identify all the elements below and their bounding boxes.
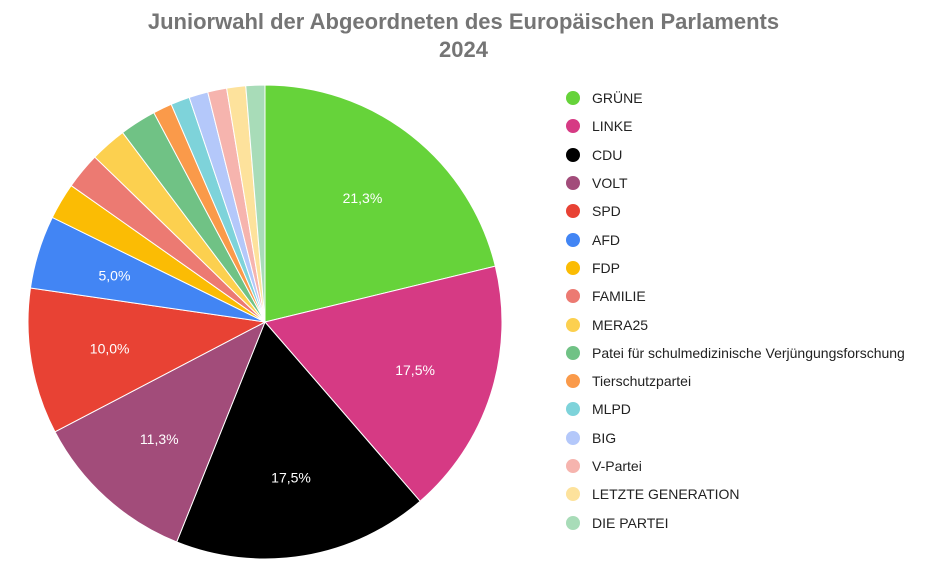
legend-label-gruene: GRÜNE: [592, 90, 643, 107]
legend-item-afd: AFD: [566, 225, 905, 253]
legend-swatch-mera25: [566, 317, 580, 332]
data-label-cdu: 17,5%: [271, 469, 311, 485]
pie-chart: 21,3% 17,5% 17,5% 11,3% 10,0% 5,0%: [27, 84, 503, 560]
legend-swatch-gruene: [566, 91, 580, 106]
legend-swatch-tierschutzpartei: [566, 374, 580, 389]
legend-label-spd: SPD: [592, 203, 621, 220]
legend-item-patei-fuer-schulmedizinische-verjuengungsforschung: Patei für schulmedizinische Verjüngungsf…: [566, 339, 905, 367]
pie-slice-spd: [27, 287, 267, 433]
legend-label-afd: AFD: [592, 231, 620, 248]
chart-title-line-1: Juniorwahl der Abgeordneten des Europäis…: [147, 9, 780, 34]
pie-slice-linke: [264, 265, 503, 502]
pie-slice-volt: [54, 320, 266, 543]
pie-slice-cdu: [176, 321, 421, 560]
legend-label-big: BIG: [592, 429, 617, 446]
legend-item-die-partei: DIE PARTEI: [566, 508, 905, 536]
legend-item-cdu: CDU: [566, 141, 905, 169]
legend-item-fdp: FDP: [566, 254, 905, 282]
legend-item-tierschutzpartei: Tierschutzpartei: [566, 367, 905, 395]
legend-label-mera25: MERA25: [592, 316, 649, 333]
legend-label-linke: LINKE: [592, 118, 633, 135]
legend-item-letzte-generation: LETZTE GENERATION: [566, 480, 905, 508]
legend-swatch-afd: [566, 232, 580, 247]
legend-item-spd: SPD: [566, 197, 905, 225]
legend-swatch-patei-fuer-schulmedizinische-verjuengungsforschung: [566, 345, 580, 360]
legend-swatch-v-partei: [566, 459, 580, 473]
legend-item-linke: LINKE: [566, 112, 905, 140]
legend-label-patei-fuer-schulmedizinische-verjuengungsforschung: Patei für schulmedizinische Verjüngungsf…: [592, 344, 905, 361]
data-label-gruene: 21,3%: [343, 190, 383, 206]
legend-item-mlpd: MLPD: [566, 395, 905, 423]
data-label-linke: 17,5%: [395, 362, 435, 378]
legend-swatch-linke: [566, 119, 580, 134]
legend-swatch-volt: [566, 176, 580, 191]
data-label-spd: 10,0%: [90, 341, 130, 357]
pie-slice-die-partei: [245, 84, 266, 323]
legend-item-familie: FAMILIE: [566, 282, 905, 310]
legend-label-volt: VOLT: [592, 175, 628, 192]
legend-item-volt: VOLT: [566, 169, 905, 197]
legend-swatch-letzte-generation: [566, 487, 580, 502]
chart-title: Juniorwahl der Abgeordneten des Europäis…: [0, 8, 927, 64]
chart-title-line-2: 2024: [439, 37, 488, 62]
data-label-afd: 5,0%: [98, 267, 130, 283]
legend: GRÜNE LINKE CDU VOLT SPD AFD FDP FAMILIE MERA25 P…: [566, 84, 905, 537]
legend-label-tierschutzpartei: Tierschutzpartei: [592, 373, 692, 390]
pie-slice-gruene: [264, 84, 496, 323]
legend-swatch-die-partei: [566, 515, 580, 530]
legend-swatch-big: [566, 430, 580, 445]
legend-item-big: BIG: [566, 424, 905, 452]
legend-label-die-partei: DIE PARTEI: [592, 514, 669, 531]
legend-swatch-spd: [566, 204, 580, 219]
legend-label-fdp: FDP: [592, 259, 620, 276]
legend-label-cdu: CDU: [592, 146, 623, 163]
legend-label-v-partei: V-Partei: [592, 458, 642, 474]
legend-label-letzte-generation: LETZTE GENERATION: [592, 486, 740, 503]
legend-swatch-mlpd: [566, 402, 580, 417]
legend-item-v-partei: V-Partei: [566, 452, 905, 480]
legend-label-familie: FAMILIE: [592, 288, 646, 305]
legend-swatch-fdp: [566, 260, 580, 275]
data-label-volt: 11,3%: [140, 431, 179, 447]
legend-item-mera25: MERA25: [566, 310, 905, 338]
legend-swatch-familie: [566, 289, 580, 304]
legend-swatch-cdu: [566, 147, 580, 162]
legend-label-mlpd: MLPD: [592, 401, 631, 418]
legend-item-gruene: GRÜNE: [566, 84, 905, 112]
